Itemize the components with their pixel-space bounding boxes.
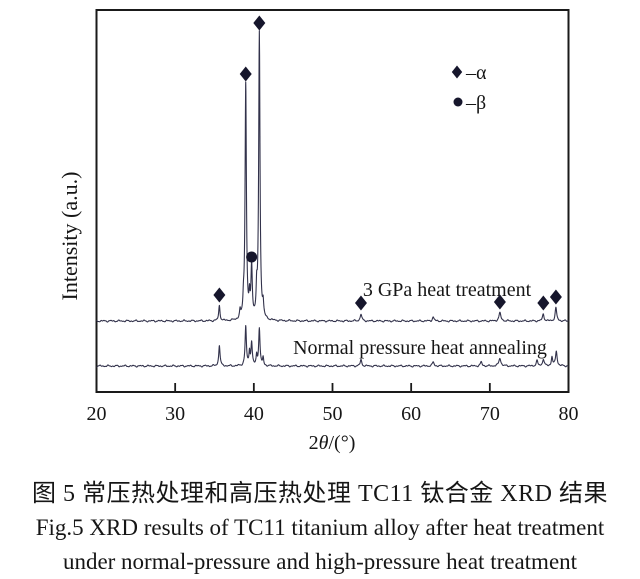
xrd-chart: 20 30 40 50 60 70 80 2θ/(°) Intensity (a.u.) 3 GP… <box>57 9 579 454</box>
alpha-diamond-marker <box>253 15 266 31</box>
plot-border <box>95 9 570 393</box>
series-label-3gpa: 3 GPa heat treatment <box>363 279 532 301</box>
x-tick-label: 20 <box>87 403 107 425</box>
series-label-normal-pressure: Normal pressure heat annealing <box>293 337 547 359</box>
legend-label-alpha: –α <box>465 62 487 84</box>
x-tick-label: 40 <box>244 403 264 425</box>
legend-label-beta: –β <box>465 92 486 114</box>
alpha-diamond-marker <box>537 295 550 311</box>
x-tick-label: 60 <box>401 403 421 425</box>
x-tick-label: 80 <box>559 403 579 425</box>
trace-3gpa <box>96 30 569 323</box>
x-tick-label: 50 <box>323 403 343 425</box>
alpha-diamond-marker <box>239 66 252 82</box>
alpha-diamond-marker <box>549 289 562 305</box>
trace-normal-pressure <box>96 325 569 368</box>
x-axis-title: 2θ/(°) <box>309 432 356 454</box>
x-tick-label: 70 <box>480 403 500 425</box>
legend-circle-icon <box>453 97 463 107</box>
caption-line-en2: under normal-pressure and high-pressure … <box>62 549 578 574</box>
legend-diamond-icon <box>451 65 463 79</box>
alpha-diamond-marker <box>493 294 506 310</box>
beta-circle-marker <box>246 251 258 263</box>
figure-caption: 图 5 常压热处理和高压热处理 TC11 钛合金 XRD 结果 Fig.5 XR… <box>0 477 640 579</box>
alpha-diamond-marker <box>213 287 226 303</box>
caption-line-zh: 图 5 常压热处理和高压热处理 TC11 钛合金 XRD 结果 <box>32 481 608 507</box>
caption-line-en1: Fig.5 XRD results of TC11 titanium alloy… <box>35 515 605 540</box>
x-tick-label: 30 <box>165 403 185 425</box>
y-axis-title: Intensity (a.u.) <box>57 172 82 301</box>
alpha-diamond-marker <box>354 295 367 311</box>
legend: –α –β <box>451 62 487 114</box>
